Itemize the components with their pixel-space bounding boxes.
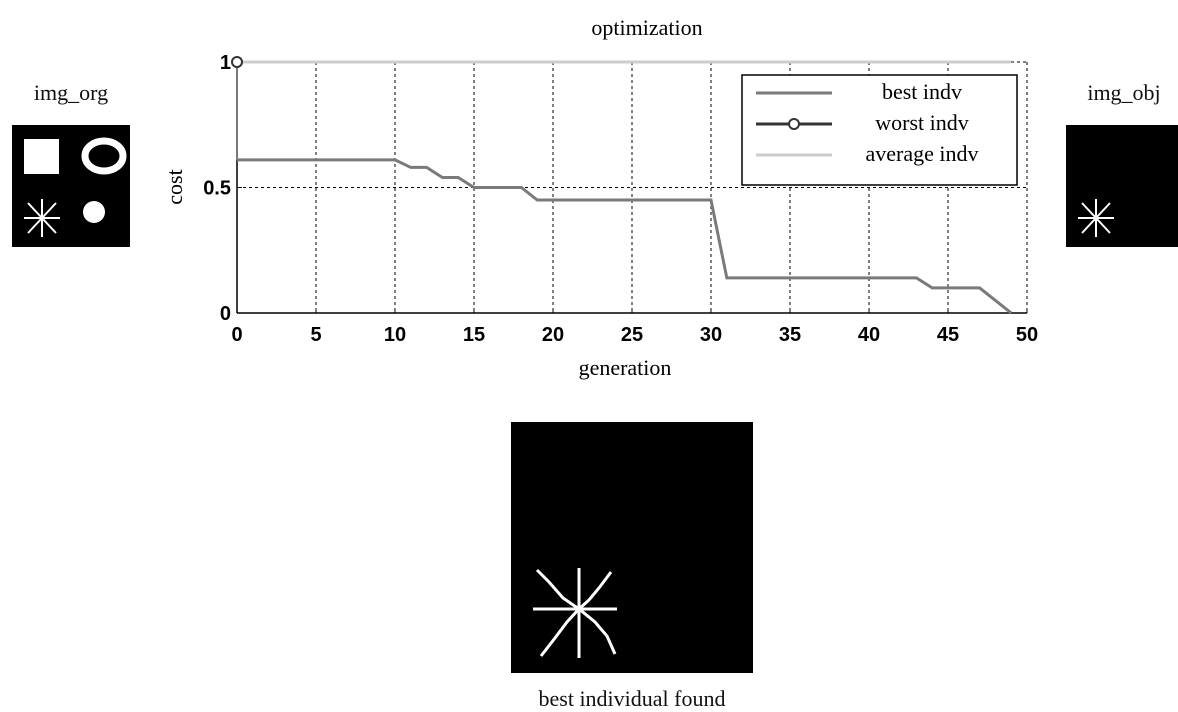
img-org-image [12,125,130,247]
x-tick-label: 50 [1016,324,1038,346]
x-tick-label: 25 [621,324,643,346]
y-tick-label: 1 [220,52,231,74]
x-tick-label: 5 [310,324,321,346]
chart-title: optimization [591,15,702,40]
x-axis-label: generation [579,355,672,380]
x-tick-label: 0 [231,324,242,346]
legend-marker [788,118,800,130]
best-individual-image [511,422,753,673]
y-tick-label: 0 [220,303,231,325]
x-tick-label: 45 [937,324,959,346]
img-obj-image [1066,125,1178,247]
x-tick-label: 20 [542,324,564,346]
x-tick-label: 30 [700,324,722,346]
y-tick-label: 0.5 [203,178,231,200]
legend-label: average indv [866,141,979,166]
legend-label: best indv [882,79,962,104]
x-tick-label: 15 [463,324,485,346]
legend-label: worst indv [875,110,969,135]
series-worst-indv-point [231,56,243,68]
series-best-indv-line [237,158,1013,315]
img-org-title: img_org [33,80,109,105]
x-tick-label: 10 [384,324,406,346]
x-tick-label: 35 [779,324,801,346]
img-obj-title: img_obj [1087,80,1161,105]
x-tick-label: 40 [858,324,880,346]
y-axis-label: cost [162,169,187,204]
best-individual-caption: best individual found [538,686,726,711]
